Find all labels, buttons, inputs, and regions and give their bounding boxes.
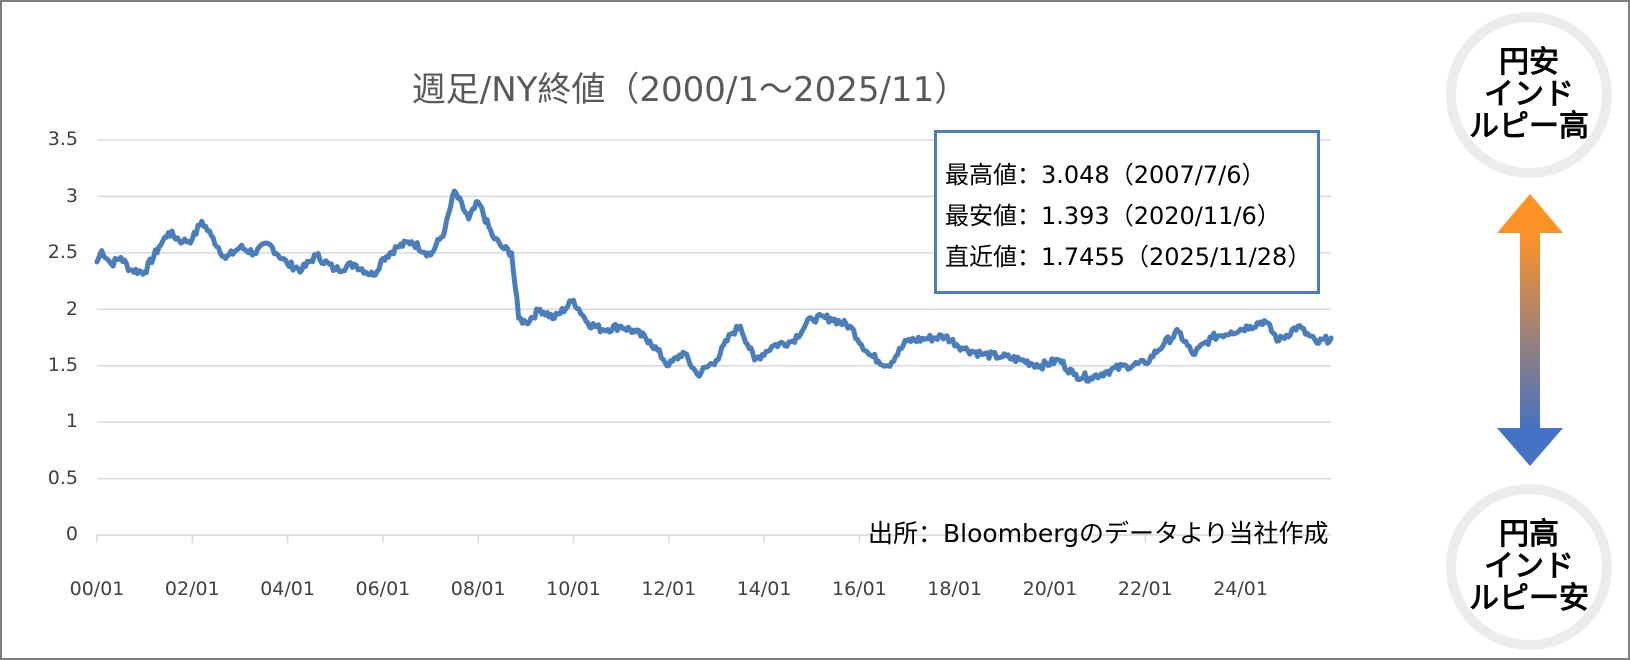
badge-line: ルピー高 bbox=[1469, 109, 1589, 144]
x-tick-label: 06/01 bbox=[355, 578, 411, 600]
high-value-label: 最高値：3.048（2007/7/6） bbox=[945, 161, 1266, 189]
double-arrow-icon bbox=[1497, 194, 1563, 466]
y-tick-label: 1.5 bbox=[47, 354, 78, 376]
x-tick-label: 02/01 bbox=[164, 578, 220, 600]
x-tick-label: 16/01 bbox=[832, 578, 887, 600]
x-tick-label: 14/01 bbox=[736, 578, 792, 600]
low-value-label: 最安値：1.393（2020/11/6） bbox=[945, 202, 1281, 230]
y-tick-label: 0 bbox=[65, 523, 78, 545]
x-tick-label: 22/01 bbox=[1117, 578, 1173, 600]
chart-title: 週足/NY終値（2000/1〜2025/11） bbox=[411, 70, 969, 110]
x-tick-label: 04/01 bbox=[260, 578, 315, 600]
badge-line: インド bbox=[1484, 77, 1574, 112]
x-tick-label: 20/01 bbox=[1022, 578, 1078, 600]
x-tick-label: 10/01 bbox=[546, 578, 601, 600]
x-axis-ticks bbox=[96, 535, 1242, 543]
x-tick-label: 24/01 bbox=[1213, 578, 1268, 600]
source-note: 出所：Bloombergのデータより当社作成 bbox=[868, 519, 1329, 548]
exchange-rate-line bbox=[94, 188, 1334, 384]
stats-box: 最高値：3.048（2007/7/6） 最安値：1.393（2020/11/6）… bbox=[934, 130, 1320, 294]
y-tick-label: 1 bbox=[65, 410, 78, 432]
badge-line: 円安 bbox=[1499, 45, 1559, 80]
badge-line: 円高 bbox=[1499, 517, 1559, 552]
y-tick-label: 2 bbox=[65, 298, 78, 320]
x-tick-label: 18/01 bbox=[927, 578, 983, 600]
y-tick-label: 2.5 bbox=[47, 241, 78, 263]
x-tick-label: 08/01 bbox=[450, 578, 506, 600]
badge-line: ルピー安 bbox=[1469, 581, 1589, 616]
x-tick-label: 12/01 bbox=[641, 578, 697, 600]
y-tick-label: 0.5 bbox=[47, 467, 78, 489]
y-tick-label: 3.5 bbox=[47, 128, 78, 150]
yen-strong-rupee-weak-badge: 円高 インド ルピー安 bbox=[1446, 484, 1612, 650]
y-tick-label: 3 bbox=[65, 185, 78, 207]
latest-value-label: 直近値：1.7455（2025/11/28） bbox=[945, 243, 1312, 271]
x-tick-label: 00/01 bbox=[69, 578, 125, 600]
badge-line: インド bbox=[1484, 549, 1574, 584]
yen-weak-rupee-strong-badge: 円安 インド ルピー高 bbox=[1446, 12, 1612, 178]
